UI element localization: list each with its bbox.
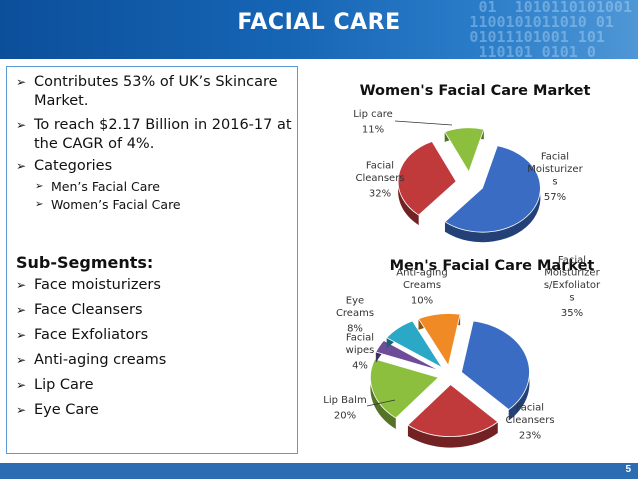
subsegment-item: ➢ Lip Care bbox=[16, 377, 94, 393]
binary-pattern-decoration: 01 1010110101001 1100101011010 01 010111… bbox=[469, 0, 632, 59]
pie-slice bbox=[370, 358, 440, 419]
arrow-bullet-icon: ➢ bbox=[16, 403, 27, 417]
womens-pie-chart: Facial Moisturizer s 57% Facial Cleansers 32% L… bbox=[353, 109, 584, 243]
mens-chart-title: Men's Facial Care Market bbox=[390, 258, 595, 274]
subsegment-item: ➢ Anti-aging creams bbox=[16, 352, 167, 368]
leader-line bbox=[366, 399, 396, 407]
slice-label: Facial Cleansers 32% bbox=[355, 161, 404, 200]
pie-slice bbox=[417, 313, 461, 367]
leader-line bbox=[394, 120, 453, 126]
arrow-bullet-icon: ➢ bbox=[16, 378, 27, 392]
arrow-bullet-icon: ➢ bbox=[16, 353, 27, 367]
subsegments-heading: Sub-Segments: bbox=[16, 253, 154, 272]
arrow-bullet-icon: ➢ bbox=[16, 303, 27, 317]
sub-bullet-mens: ➢ Men’s Facial Care bbox=[35, 179, 160, 194]
pie-slice bbox=[375, 340, 440, 371]
pie-slice-side bbox=[407, 421, 498, 448]
sub-bullet-womens: ➢ Women’s Facial Care bbox=[35, 197, 181, 212]
slice-label: Facial Moisturizer s 57% bbox=[527, 151, 583, 203]
slice-label: Eye Creams 8% bbox=[336, 296, 374, 335]
slice-label: Facial wipes 4% bbox=[346, 333, 375, 372]
subsegment-item: ➢ Face Exfoliators bbox=[16, 327, 149, 343]
bullet-uk-share: ➢ Contributes 53% of UK’s Skincare Marke… bbox=[16, 74, 278, 109]
mens-pie-chart: Facial Moisturizer s/Exfoliator s 35% Facial C… bbox=[323, 255, 601, 448]
page-title: FACIAL CARE bbox=[237, 10, 401, 35]
pie-slice bbox=[444, 127, 485, 173]
womens-chart-title: Women's Facial Care Market bbox=[360, 83, 591, 99]
subsegment-item: ➢ Face Cleansers bbox=[16, 302, 143, 318]
pie-slice bbox=[444, 145, 541, 233]
pie-slice bbox=[461, 320, 530, 411]
slice-label: Lip Balm 20% bbox=[323, 395, 366, 422]
slice-label: Anti-aging Creams 10% bbox=[396, 268, 447, 307]
title-banner: 01 1010110101001 1100101011010 01 010111… bbox=[0, 0, 638, 59]
arrow-bullet-icon: ➢ bbox=[35, 181, 44, 192]
arrow-bullet-icon: ➢ bbox=[16, 328, 27, 342]
subsegment-item: ➢ Face moisturizers bbox=[16, 277, 161, 293]
pie-slice-side bbox=[444, 145, 541, 243]
page-number: 5 bbox=[625, 464, 631, 475]
arrow-bullet-icon: ➢ bbox=[16, 278, 27, 292]
bullet-forecast: ➢ To reach $2.17 Billion in 2016-17 at t… bbox=[16, 117, 292, 152]
bullet-categories: ➢ Categories bbox=[16, 158, 113, 174]
arrow-bullet-icon: ➢ bbox=[16, 159, 27, 173]
arrow-bullet-icon: ➢ bbox=[35, 199, 44, 210]
pie-slice bbox=[397, 140, 457, 216]
subsegment-item: ➢ Eye Care bbox=[16, 402, 99, 418]
footer-bar: 5 bbox=[0, 463, 638, 479]
slice-label: Lip care 11% bbox=[353, 109, 393, 136]
slice-label: Facial Cleansers 23% bbox=[505, 403, 554, 442]
pie-slice bbox=[386, 320, 444, 369]
arrow-bullet-icon: ➢ bbox=[16, 118, 27, 132]
slice-label: Facial Moisturizer s/Exfoliator s 35% bbox=[544, 255, 601, 319]
left-text-panel: ➢ Contributes 53% of UK’s Skincare Marke… bbox=[6, 66, 298, 454]
pie-slice bbox=[407, 384, 499, 437]
arrow-bullet-icon: ➢ bbox=[16, 75, 27, 89]
